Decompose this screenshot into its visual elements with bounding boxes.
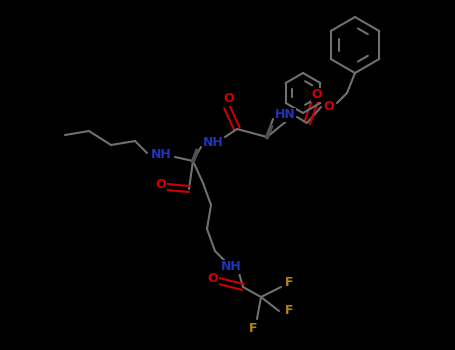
Text: NH: NH [202,136,223,149]
Text: F: F [249,322,257,336]
Text: F: F [285,276,293,289]
Text: NH: NH [221,260,241,273]
Text: NH: NH [151,148,172,161]
Text: F: F [285,304,293,317]
Text: O: O [224,92,234,105]
Text: O: O [156,178,167,191]
Text: O: O [312,89,322,101]
Text: O: O [324,100,334,113]
Text: O: O [207,273,218,286]
Text: HN: HN [275,108,295,121]
